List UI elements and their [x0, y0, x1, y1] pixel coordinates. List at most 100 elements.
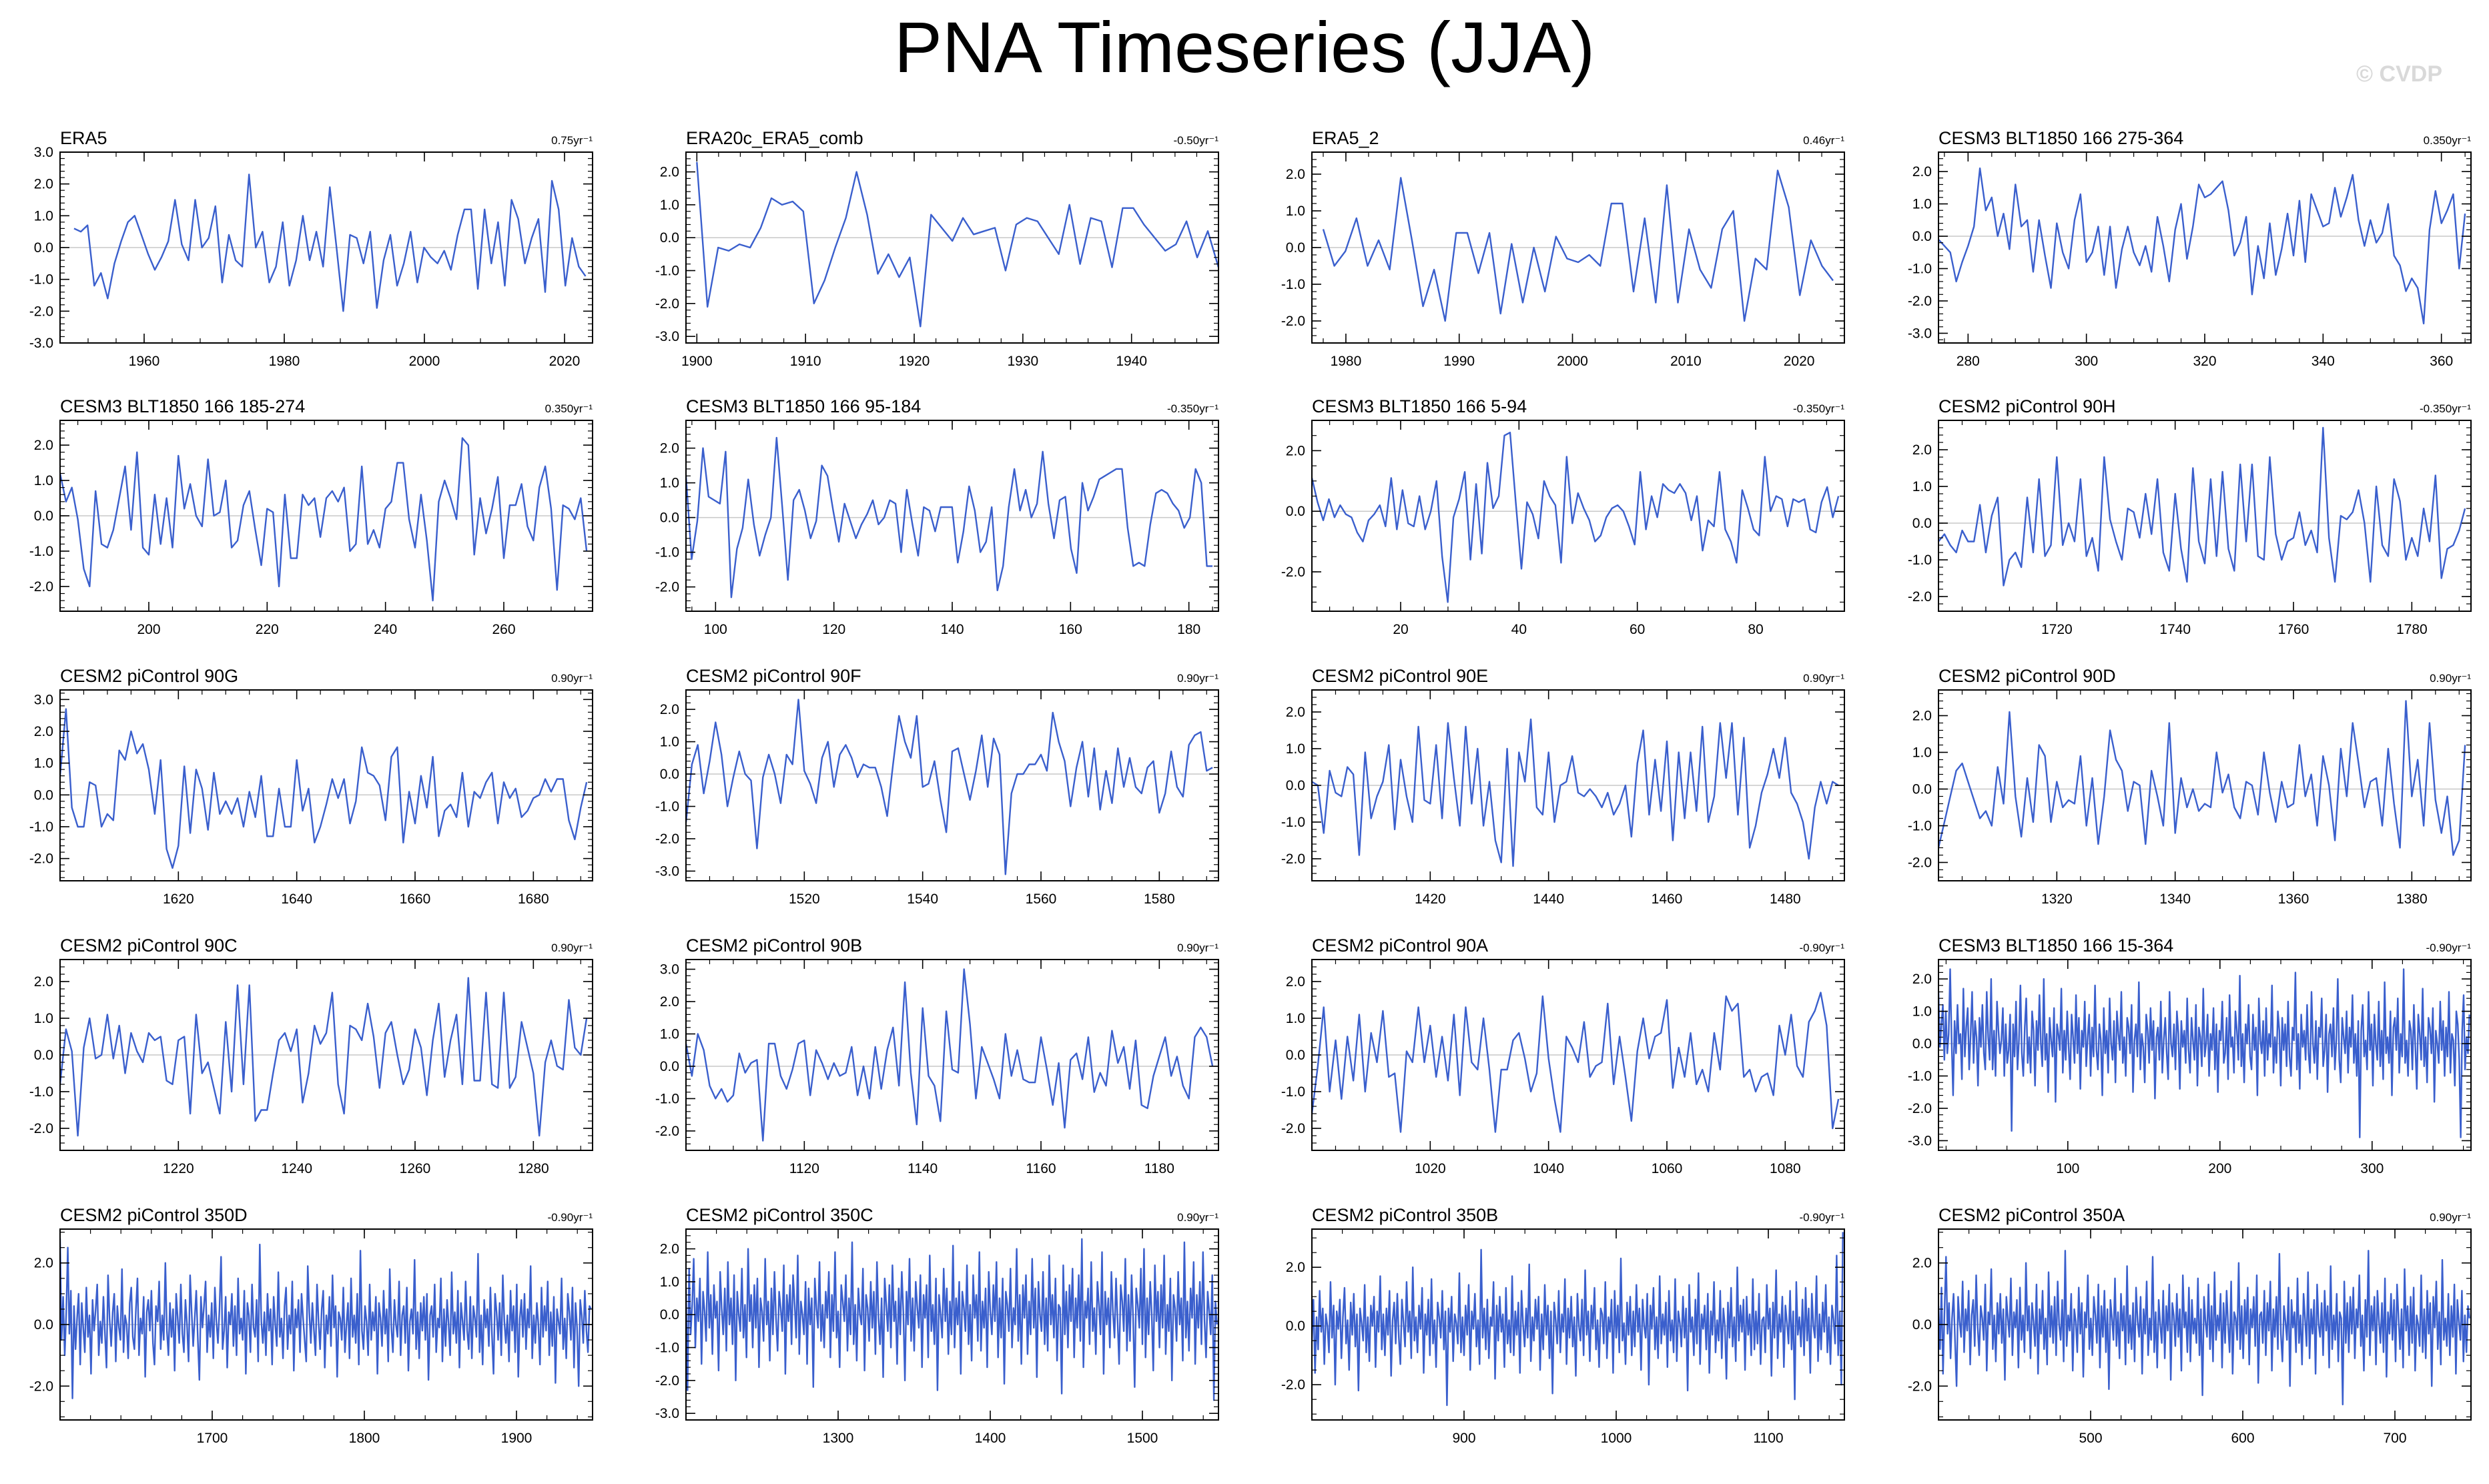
trend-label: 0.90yr⁻¹ — [1177, 942, 1218, 954]
y-tick-label: 1.0 — [34, 473, 53, 488]
y-tick-label: 0.0 — [660, 510, 679, 526]
x-tick-label: 600 — [2231, 1431, 2254, 1446]
trend-label: 0.90yr⁻¹ — [2430, 1211, 2471, 1224]
series-line — [686, 1238, 1218, 1401]
y-tick-label: -1.0 — [29, 1084, 53, 1100]
x-tick-label: 1340 — [2159, 891, 2191, 907]
y-tick-label: -1.0 — [1281, 815, 1305, 830]
y-tick-label: -2.0 — [29, 851, 53, 867]
y-tick-label: 0.0 — [1286, 1319, 1305, 1334]
x-tick-label: 1480 — [1770, 891, 1801, 907]
y-tick-label: 1.0 — [1912, 479, 1932, 494]
series-line — [60, 977, 588, 1137]
trend-label: 0.46yr⁻¹ — [1803, 134, 1844, 147]
x-tick-label: 180 — [1177, 622, 1200, 637]
y-tick-label: 1.0 — [660, 476, 679, 491]
panel-1: ERA20c_ERA5_comb -0.50yr⁻¹ 2.0 1.0 0.0 -1.0 -2… — [655, 128, 1219, 369]
y-tick-label: 1.0 — [34, 1011, 53, 1026]
panel-title: CESM2 piControl 90A — [1312, 936, 1488, 956]
y-tick-label: -2.0 — [655, 296, 679, 312]
y-tick-label: 1.0 — [660, 1026, 679, 1042]
trend-label: -0.90yr⁻¹ — [2426, 942, 2471, 954]
x-tick-label: 320 — [2193, 354, 2216, 369]
x-tick-label: 2020 — [549, 354, 581, 369]
y-tick-label: 1.0 — [34, 756, 53, 771]
y-tick-label: 2.0 — [660, 702, 679, 717]
y-tick-label: 0.0 — [660, 1059, 679, 1074]
panel-0: ERA5 0.75yr⁻¹ 3.0 2.0 1.0 0.0 -1.0 -2.0 -3.0 1960… — [29, 128, 593, 369]
y-tick-label: 2.0 — [1912, 709, 1932, 724]
y-tick-label: 1.0 — [660, 735, 679, 750]
panel-title: CESM2 piControl 350C — [686, 1205, 873, 1225]
y-tick-label: -3.0 — [29, 336, 53, 351]
x-tick-label: 300 — [2360, 1161, 2384, 1176]
y-tick-label: 1.0 — [34, 208, 53, 224]
x-tick-label: 1460 — [1652, 891, 1683, 907]
trend-label: -0.350yr⁻¹ — [1793, 402, 1844, 415]
y-tick-label: 0.0 — [34, 508, 53, 524]
y-tick-label: -2.0 — [1281, 1377, 1305, 1393]
series-line — [1322, 169, 1834, 322]
y-tick-label: -1.0 — [29, 272, 53, 288]
panel-3: CESM3 BLT1850 166 275-364 0.350yr⁻¹ 2.0 1.0… — [1908, 128, 2472, 369]
y-tick-label: 0.0 — [1286, 240, 1305, 256]
y-tick-label: -2.0 — [1908, 589, 1932, 605]
series-line — [1312, 992, 1840, 1133]
panel-5: CESM3 BLT1850 166 95-184 -0.350yr⁻¹ 2.0 1.0… — [655, 396, 1219, 637]
y-tick-label: -3.0 — [655, 1406, 679, 1421]
x-tick-label: 700 — [2383, 1431, 2406, 1446]
y-tick-label: 2.0 — [34, 974, 53, 990]
x-tick-label: 80 — [1748, 622, 1763, 637]
x-tick-label: 100 — [2056, 1161, 2079, 1176]
series-line — [1312, 1232, 1844, 1407]
trend-label: -0.350yr⁻¹ — [2420, 402, 2471, 415]
trend-label: 0.90yr⁻¹ — [551, 672, 593, 685]
x-tick-label: 1540 — [907, 891, 938, 907]
y-tick-label: 0.0 — [34, 1317, 53, 1333]
panel-12: CESM2 piControl 90C 0.90yr⁻¹ 2.0 1.0 0.0 -1.0… — [29, 936, 593, 1176]
trend-label: -0.90yr⁻¹ — [547, 1211, 593, 1224]
y-tick-label: -1.0 — [655, 264, 679, 279]
y-tick-label: -1.0 — [655, 545, 679, 561]
y-tick-label: 1.0 — [1912, 745, 1932, 761]
series-line — [696, 161, 1218, 328]
panel-9: CESM2 piControl 90F 0.90yr⁻¹ 2.0 1.0 0.0 -1.0… — [655, 666, 1219, 907]
trend-label: -0.90yr⁻¹ — [1799, 942, 1844, 954]
x-tick-label: 1760 — [2278, 622, 2309, 637]
x-tick-label: 140 — [940, 622, 964, 637]
y-tick-label: -2.0 — [1281, 565, 1305, 580]
panel-17: CESM2 piControl 350C 0.90yr⁻¹ 2.0 1.0 0.0 -1.… — [655, 1205, 1219, 1446]
x-tick-label: 1580 — [1144, 891, 1175, 907]
y-tick-label: 2.0 — [34, 724, 53, 739]
credit-watermark: © CVDP — [2356, 61, 2442, 87]
x-tick-label: 1360 — [2278, 891, 2309, 907]
plot-frame — [1938, 689, 2472, 881]
panel-title: CESM2 piControl 90G — [60, 666, 238, 686]
trend-label: 0.90yr⁻¹ — [1177, 672, 1218, 685]
y-tick-label: -3.0 — [655, 863, 679, 879]
x-tick-label: 340 — [2312, 354, 2335, 369]
y-tick-label: 3.0 — [34, 692, 53, 707]
panel-7: CESM2 piControl 90H -0.350yr⁻¹ 2.0 1.0 0.0 -1… — [1908, 396, 2472, 637]
y-tick-label: 1.0 — [660, 1274, 679, 1290]
y-tick-label: 2.0 — [660, 441, 679, 456]
x-tick-label: 1100 — [1753, 1431, 1783, 1446]
y-tick-label: 2.0 — [1286, 705, 1305, 720]
x-tick-label: 1180 — [1144, 1161, 1174, 1176]
y-tick-label: 0.0 — [34, 1048, 53, 1063]
y-tick-label: 2.0 — [34, 1256, 53, 1271]
y-tick-label: 0.0 — [1286, 778, 1305, 793]
x-tick-label: 280 — [1957, 354, 1980, 369]
x-tick-label: 1000 — [1601, 1431, 1632, 1446]
y-tick-label: -1.0 — [1281, 1084, 1305, 1100]
y-tick-label: 0.0 — [34, 240, 53, 256]
plot-frame — [685, 151, 1219, 344]
y-tick-label: -3.0 — [1908, 1133, 1932, 1148]
y-tick-label: 2.0 — [1912, 972, 1932, 987]
x-tick-label: 1960 — [129, 354, 160, 369]
page-title: PNA Timeseries (JJA) — [894, 7, 1595, 87]
panel-title: CESM2 piControl 90C — [60, 936, 238, 956]
y-tick-label: 0.0 — [1286, 504, 1305, 519]
x-tick-label: 1260 — [400, 1161, 431, 1176]
series-line — [1312, 432, 1840, 603]
